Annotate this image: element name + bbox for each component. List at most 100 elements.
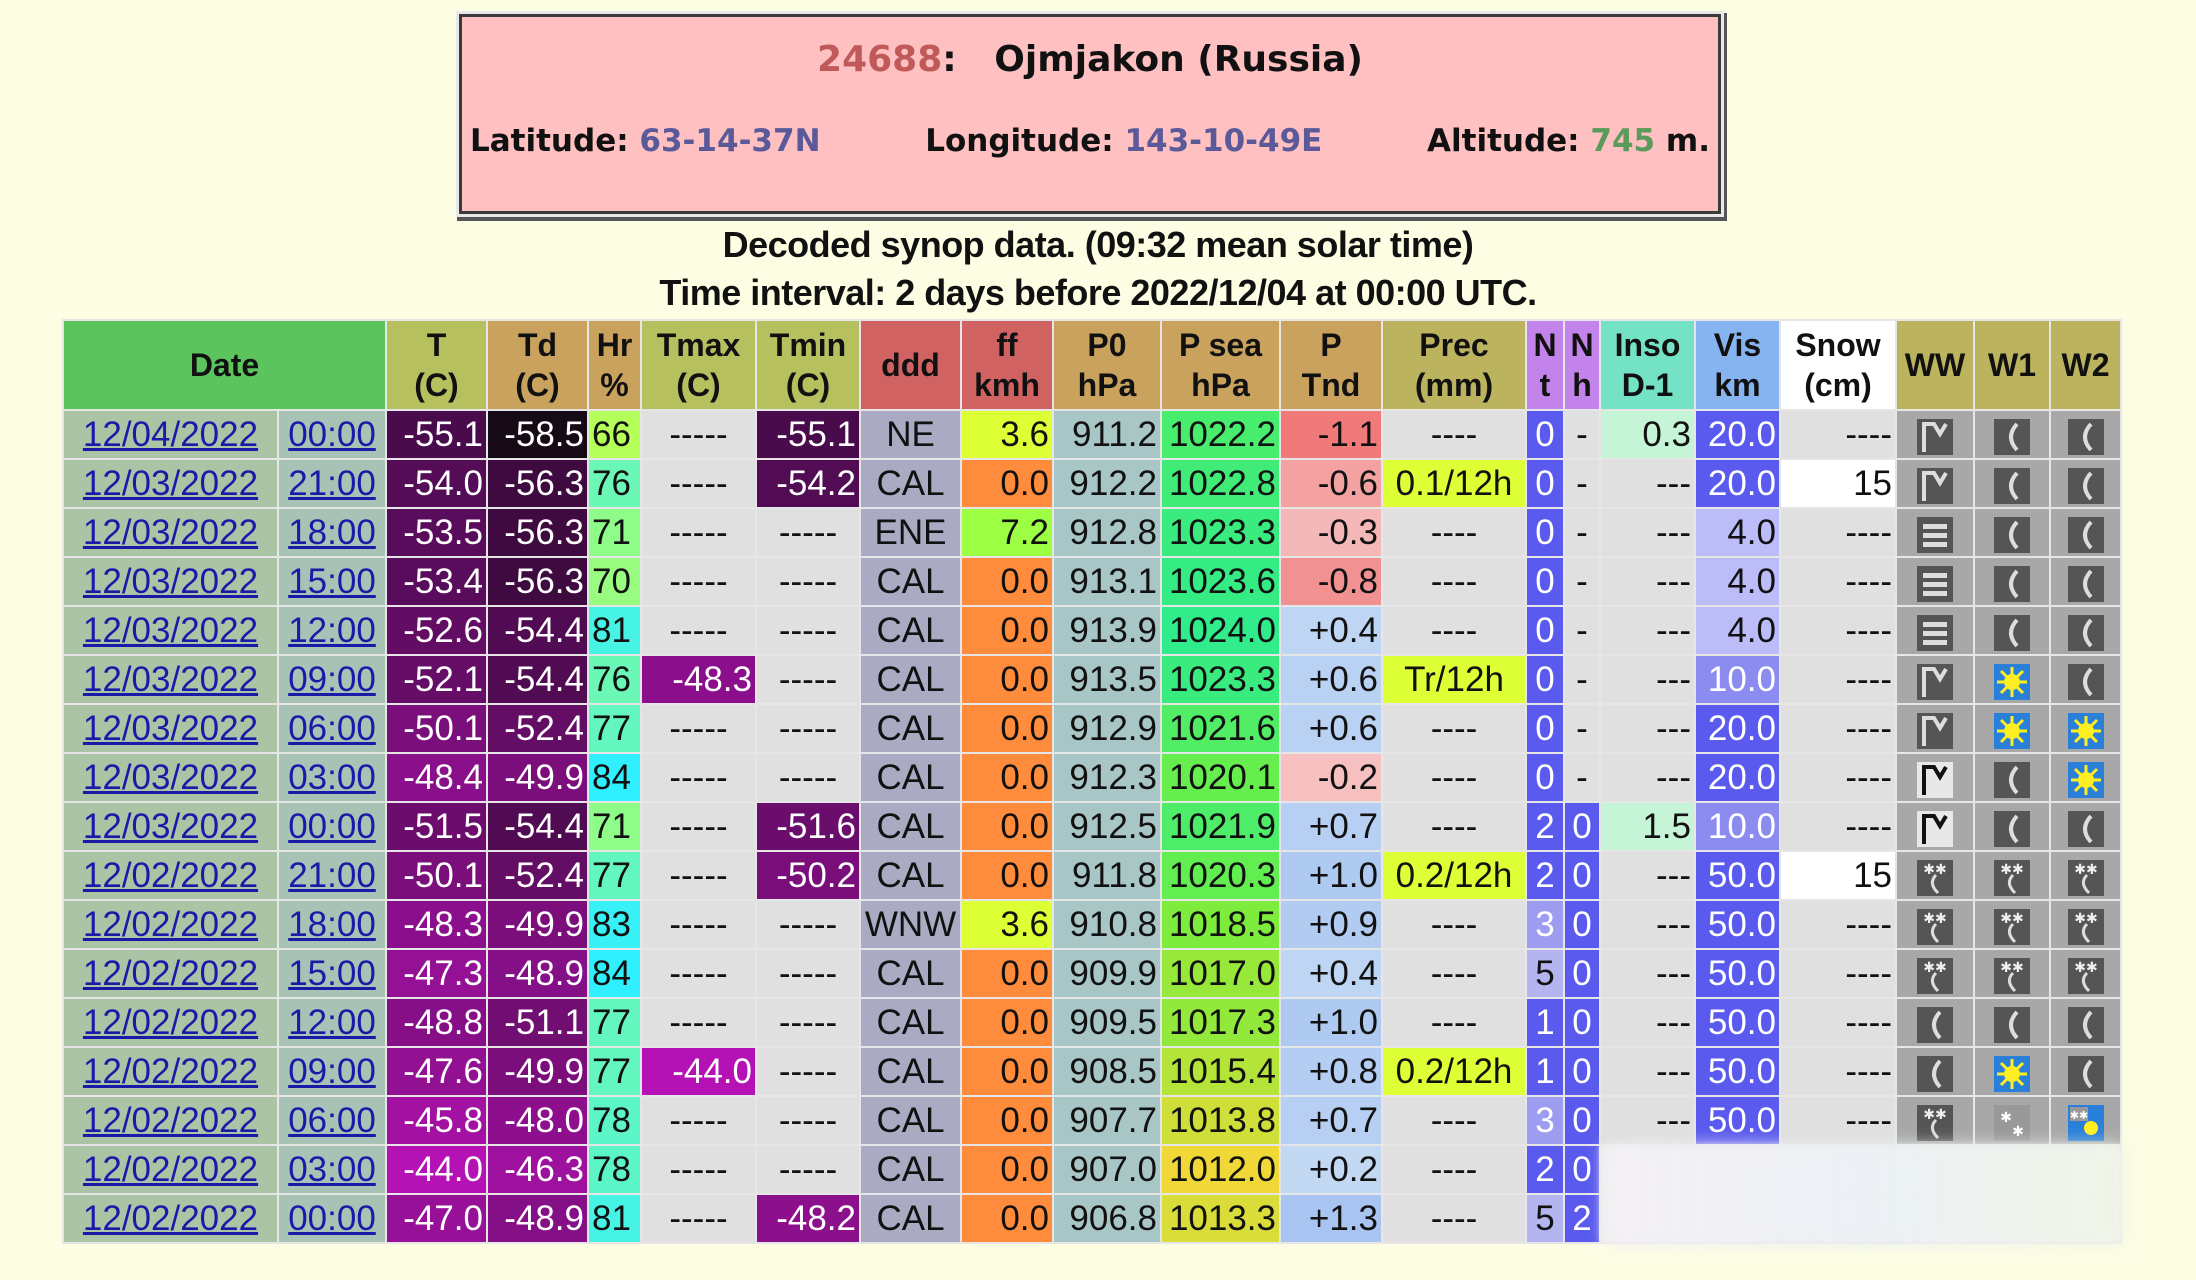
date-link[interactable]: 12/02/2022 <box>82 1101 259 1140</box>
clear-night-icon <box>1991 1003 2033 1043</box>
column-header-snow: Snow (cm) <box>1781 321 1895 409</box>
snow-icon: ✱ ✱ <box>1991 1101 2033 1141</box>
cell-t: -50.1 <box>387 852 486 899</box>
table-row: 12/03/2022 21:00 -54.0 -56.3 76 ----- -54.2 CAL… <box>64 460 2120 507</box>
cell-time: 06:00 <box>279 1097 385 1144</box>
clear-night-icon <box>2065 807 2107 847</box>
cell-tmax: -48.3 <box>642 656 755 703</box>
cell-psea: 1024.0 <box>1162 607 1279 654</box>
table-row: 12/03/2022 09:00 -52.1 -54.4 76 -48.3 ----- CAL… <box>64 656 2120 703</box>
sunny-icon <box>2065 758 2107 798</box>
cell-ddd: CAL <box>861 1195 960 1242</box>
cell-ddd: CAL <box>861 1097 960 1144</box>
time-link[interactable]: 03:00 <box>288 1150 376 1189</box>
weather-cell-w2 <box>2051 999 2120 1046</box>
cell-psea: 1018.5 <box>1162 901 1279 948</box>
time-link[interactable]: 03:00 <box>288 758 376 797</box>
cell-time: 18:00 <box>279 901 385 948</box>
time-link[interactable]: 09:00 <box>288 1052 376 1091</box>
time-link[interactable]: 21:00 <box>288 464 376 503</box>
cell-time: 00:00 <box>279 1195 385 1242</box>
time-link[interactable]: 15:00 <box>288 954 376 993</box>
cell-nt: 0 <box>1527 607 1563 654</box>
time-link[interactable]: 09:00 <box>288 660 376 699</box>
cell-ptnd: +1.3 <box>1281 1195 1381 1242</box>
cell-nh: 0 <box>1565 950 1599 997</box>
altitude-unit: m. <box>1665 123 1710 159</box>
cell-t: -48.4 <box>387 754 486 801</box>
column-header-label: ddd <box>881 347 940 383</box>
time-link[interactable]: 06:00 <box>288 1101 376 1140</box>
cell-hr: 84 <box>589 754 640 801</box>
cell-tmax: ----- <box>642 460 755 507</box>
date-link[interactable]: 12/03/2022 <box>82 709 259 748</box>
snow-shower-icon: ✱✱ <box>1914 954 1956 994</box>
date-link[interactable]: 12/03/2022 <box>82 562 259 601</box>
time-link[interactable]: 15:00 <box>288 562 376 601</box>
weather-cell-ww <box>1897 1048 1973 1095</box>
cell-td: -56.3 <box>488 509 587 556</box>
weather-cell-w2: ✱✱ <box>2051 950 2120 997</box>
cell-date: 12/03/2022 <box>64 509 277 556</box>
table-row: 12/03/2022 15:00 -53.4 -56.3 70 ----- ----- CAL… <box>64 558 2120 605</box>
svg-text:✱✱: ✱✱ <box>2074 960 2097 976</box>
cell-tmin: -51.6 <box>757 803 859 850</box>
date-link[interactable]: 12/03/2022 <box>82 611 259 650</box>
weather-cell-w1 <box>1975 1048 2049 1095</box>
column-header-label: Snow <box>1795 327 1881 363</box>
date-link[interactable]: 12/02/2022 <box>82 1150 259 1189</box>
column-header-tmax: Tmax (C) <box>642 321 755 409</box>
cell-td: -52.4 <box>488 705 587 752</box>
cell-ff: 0.0 <box>962 607 1052 654</box>
cell-tmin: ----- <box>757 901 859 948</box>
date-link[interactable]: 12/02/2022 <box>82 954 259 993</box>
time-link[interactable]: 18:00 <box>288 905 376 944</box>
date-link[interactable]: 12/02/2022 <box>82 1052 259 1091</box>
table-row: 12/03/2022 18:00 -53.5 -56.3 71 ----- ----- ENE… <box>64 509 2120 556</box>
date-link[interactable]: 12/03/2022 <box>82 807 259 846</box>
column-header-unit: km <box>1714 367 1761 403</box>
cell-t: -48.8 <box>387 999 486 1046</box>
column-header-unit: (mm) <box>1414 367 1494 403</box>
svg-text:✱✱: ✱✱ <box>2069 1109 2087 1122</box>
weather-cell-ww <box>1897 705 1973 752</box>
date-link[interactable]: 12/03/2022 <box>82 464 259 503</box>
column-header-label: WW <box>1904 347 1966 383</box>
cell-snow: ---- <box>1781 1048 1895 1095</box>
date-link[interactable]: 12/04/2022 <box>82 415 259 454</box>
time-link[interactable]: 00:00 <box>288 807 376 846</box>
cell-p0: 907.0 <box>1054 1146 1160 1193</box>
time-link[interactable]: 21:00 <box>288 856 376 895</box>
date-link[interactable]: 12/03/2022 <box>82 513 259 552</box>
date-link[interactable]: 12/03/2022 <box>82 660 259 699</box>
cell-ddd: CAL <box>861 460 960 507</box>
snow-shower-icon: ✱✱ <box>2065 856 2107 896</box>
cell-psea: 1021.6 <box>1162 705 1279 752</box>
column-header-unit: (cm) <box>1804 367 1872 403</box>
date-link[interactable]: 12/02/2022 <box>82 856 259 895</box>
time-link[interactable]: 00:00 <box>288 415 376 454</box>
cell-vis: 50.0 <box>1696 999 1779 1046</box>
time-link[interactable]: 18:00 <box>288 513 376 552</box>
cell-date: 12/03/2022 <box>64 656 277 703</box>
date-link[interactable]: 12/03/2022 <box>82 758 259 797</box>
column-header-label: W1 <box>1988 347 2036 383</box>
time-link[interactable]: 06:00 <box>288 709 376 748</box>
time-link[interactable]: 00:00 <box>288 1199 376 1238</box>
date-link[interactable]: 12/02/2022 <box>82 905 259 944</box>
clear-night-icon <box>2065 513 2107 553</box>
cell-t: -47.3 <box>387 950 486 997</box>
cell-inso: 1.5 <box>1601 803 1694 850</box>
snow-shower-icon: ✱✱ <box>1991 905 2033 945</box>
weather-cell-ww <box>1897 803 1973 850</box>
date-link[interactable]: 12/02/2022 <box>82 1003 259 1042</box>
cell-vis: 50.0 <box>1696 950 1779 997</box>
time-link[interactable]: 12:00 <box>288 1003 376 1042</box>
time-link[interactable]: 12:00 <box>288 611 376 650</box>
weather-cell-w1 <box>1975 607 2049 654</box>
cell-ptnd: -1.1 <box>1281 411 1381 458</box>
date-link[interactable]: 12/02/2022 <box>82 1199 259 1238</box>
cell-vis: 50.0 <box>1696 1048 1779 1095</box>
cell-hr: 81 <box>589 1195 640 1242</box>
cell-nt: 2 <box>1527 803 1563 850</box>
